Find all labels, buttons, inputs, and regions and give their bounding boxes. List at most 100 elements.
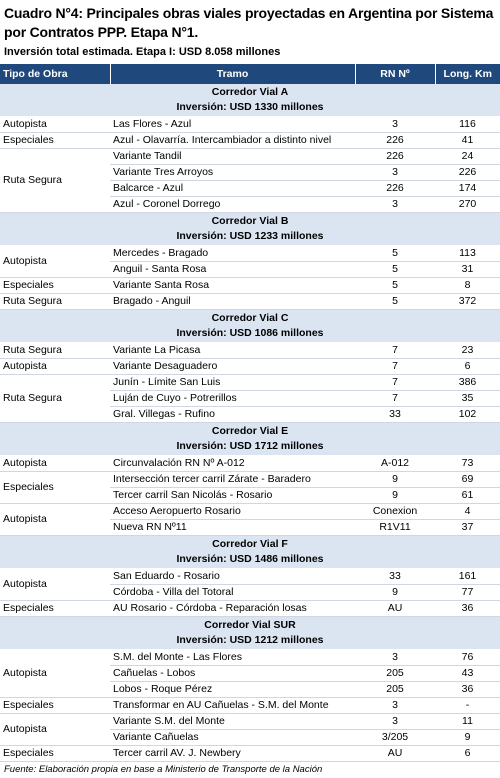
rn-cell: 205 bbox=[355, 681, 435, 698]
km-cell: 36 bbox=[435, 681, 500, 698]
section-name: Corredor Vial E bbox=[211, 425, 289, 437]
data-row: Autopista Acceso Aeropuerto Rosario Conexi… bbox=[0, 503, 500, 536]
data-row: Tercer carril San Nicolás - Rosario 9 61 bbox=[0, 487, 500, 504]
section-investment: Inversión: USD 1212 millones bbox=[176, 634, 324, 646]
tipo-cell: Autopista bbox=[0, 245, 110, 278]
data-row: Ruta Segura Junín - Límite San Luis 7 386 bbox=[0, 374, 500, 423]
tramo-cell: Luján de Cuyo - Potrerillos bbox=[110, 390, 355, 407]
rn-cell: AU bbox=[355, 745, 435, 762]
tipo-cell: Autopista bbox=[0, 358, 110, 375]
km-cell: 23 bbox=[435, 342, 500, 359]
rn-cell: A-012 bbox=[355, 455, 435, 472]
rn-cell: 7 bbox=[355, 390, 435, 407]
tipo-cell: Autopista bbox=[0, 649, 110, 698]
tipo-cell: Especiales bbox=[0, 600, 110, 617]
data-row: Autopista Variante S.M. del Monte 3 11 bbox=[0, 713, 500, 746]
section-header: Corredor Vial SUR Inversión: USD 1212 mil… bbox=[0, 616, 500, 650]
rn-cell: 33 bbox=[355, 568, 435, 585]
rn-cell: R1V11 bbox=[355, 519, 435, 536]
tramo-cell: Gral. Villegas - Rufino bbox=[110, 406, 355, 423]
km-cell: 9 bbox=[435, 729, 500, 746]
data-row: Autopista Variante Desaguadero 7 6 bbox=[0, 358, 500, 375]
tramo-cell: Acceso Aeropuerto Rosario bbox=[110, 503, 355, 520]
km-cell: 386 bbox=[435, 374, 500, 391]
data-row: Córdoba - Villa del Totoral 9 77 bbox=[0, 584, 500, 601]
data-row: Luján de Cuyo - Potrerillos 7 35 bbox=[0, 390, 500, 407]
rn-cell: 3 bbox=[355, 697, 435, 714]
tramo-cell: Las Flores - Azul bbox=[110, 116, 355, 133]
section-name: Corredor Vial A bbox=[211, 86, 289, 98]
tipo-cell: Autopista bbox=[0, 713, 110, 746]
km-cell: 11 bbox=[435, 713, 500, 730]
data-row: Autopista Mercedes - Bragado 5 113 bbox=[0, 245, 500, 278]
tramo-cell: Junín - Límite San Luis bbox=[110, 374, 355, 391]
footnote: Fuente: Elaboración propia en base a Min… bbox=[4, 764, 323, 775]
header-cell: Long. Km bbox=[435, 64, 500, 84]
tipo-cell: Autopista bbox=[0, 455, 110, 472]
table: Tipo de Obra Tramo RN Nº Long. Km Corred… bbox=[0, 64, 500, 762]
rn-cell: 226 bbox=[355, 148, 435, 165]
km-cell: 161 bbox=[435, 568, 500, 585]
tramo-cell: Variante Santa Rosa bbox=[110, 277, 355, 294]
tipo-cell: Especiales bbox=[0, 277, 110, 294]
km-cell: 41 bbox=[435, 132, 500, 149]
data-row: Ruta Segura Bragado - Anguil 5 372 bbox=[0, 293, 500, 310]
km-cell: 43 bbox=[435, 665, 500, 682]
tipo-cell: Ruta Segura bbox=[0, 342, 110, 359]
section-header: Corredor Vial B Inversión: USD 1233 millo… bbox=[0, 212, 500, 246]
km-cell: 174 bbox=[435, 180, 500, 197]
rn-cell: 7 bbox=[355, 374, 435, 391]
km-cell: 31 bbox=[435, 261, 500, 278]
data-row: Ruta Segura Variante La Picasa 7 23 bbox=[0, 342, 500, 359]
km-cell: 69 bbox=[435, 471, 500, 488]
data-row: Autopista Las Flores - Azul 3 116 bbox=[0, 116, 500, 133]
km-cell: 102 bbox=[435, 406, 500, 423]
section-header: Corredor Vial F Inversión: USD 1486 millo… bbox=[0, 535, 500, 569]
tramo-cell: Variante Cañuelas bbox=[110, 729, 355, 746]
tipo-cell: Especiales bbox=[0, 132, 110, 149]
section-investment: Inversión: USD 1086 millones bbox=[176, 327, 324, 339]
header-row: Tipo de Obra Tramo RN Nº Long. Km bbox=[0, 64, 500, 84]
rn-cell: 9 bbox=[355, 487, 435, 504]
tramo-cell: Córdoba - Villa del Totoral bbox=[110, 584, 355, 601]
km-cell: - bbox=[435, 697, 500, 714]
tipo-cell: Especiales bbox=[0, 471, 110, 504]
km-cell: 77 bbox=[435, 584, 500, 601]
header-cell: RN Nº bbox=[355, 64, 436, 84]
km-cell: 372 bbox=[435, 293, 500, 310]
rn-cell: 226 bbox=[355, 180, 435, 197]
rn-cell: 33 bbox=[355, 406, 435, 423]
tramo-cell: Tercer carril San Nicolás - Rosario bbox=[110, 487, 355, 504]
data-row: Autopista Circunvalación RN Nº A-012 A-012… bbox=[0, 455, 500, 472]
rn-cell: 3 bbox=[355, 713, 435, 730]
tramo-cell: S.M. del Monte - Las Flores bbox=[110, 649, 355, 666]
km-cell: 270 bbox=[435, 196, 500, 213]
rn-cell: 5 bbox=[355, 293, 435, 310]
km-cell: 37 bbox=[435, 519, 500, 536]
data-row: Especiales Tercer carril AV. J. Newbery AU… bbox=[0, 745, 500, 762]
section-header: Corredor Vial A Inversión: USD 1330 millo… bbox=[0, 84, 500, 117]
tramo-cell: Variante Tandil bbox=[110, 148, 355, 165]
section-name: Corredor Vial F bbox=[212, 538, 288, 550]
data-row: Balcarce - Azul 226 174 bbox=[0, 180, 500, 197]
rn-cell: AU bbox=[355, 600, 435, 617]
km-cell: 8 bbox=[435, 277, 500, 294]
data-row: Especiales Transformar en AU Cañuelas - S… bbox=[0, 697, 500, 714]
section-investment: Inversión: USD 1486 millones bbox=[176, 553, 324, 565]
tramo-cell: Mercedes - Bragado bbox=[110, 245, 355, 262]
section-row: Corredor Vial SUR Inversión: USD 1212 mil… bbox=[0, 616, 500, 650]
data-row: Azul - Coronel Dorrego 3 270 bbox=[0, 196, 500, 213]
data-row: Ruta Segura Variante Tandil 226 24 bbox=[0, 148, 500, 213]
tipo-cell: Ruta Segura bbox=[0, 148, 110, 213]
section-row: Corredor Vial A Inversión: USD 1330 millo… bbox=[0, 84, 500, 117]
data-row: Nueva RN Nº11 R1V11 37 bbox=[0, 519, 500, 536]
section-name: Corredor Vial B bbox=[211, 215, 289, 227]
tramo-cell: Circunvalación RN Nº A-012 bbox=[110, 455, 355, 472]
km-cell: 61 bbox=[435, 487, 500, 504]
km-cell: 36 bbox=[435, 600, 500, 617]
tramo-cell: Transformar en AU Cañuelas - S.M. del Mo… bbox=[110, 697, 355, 714]
section-row: Corredor Vial E Inversión: USD 1712 millo… bbox=[0, 422, 500, 456]
km-cell: 6 bbox=[435, 745, 500, 762]
tipo-cell: Ruta Segura bbox=[0, 293, 110, 310]
km-cell: 76 bbox=[435, 649, 500, 666]
